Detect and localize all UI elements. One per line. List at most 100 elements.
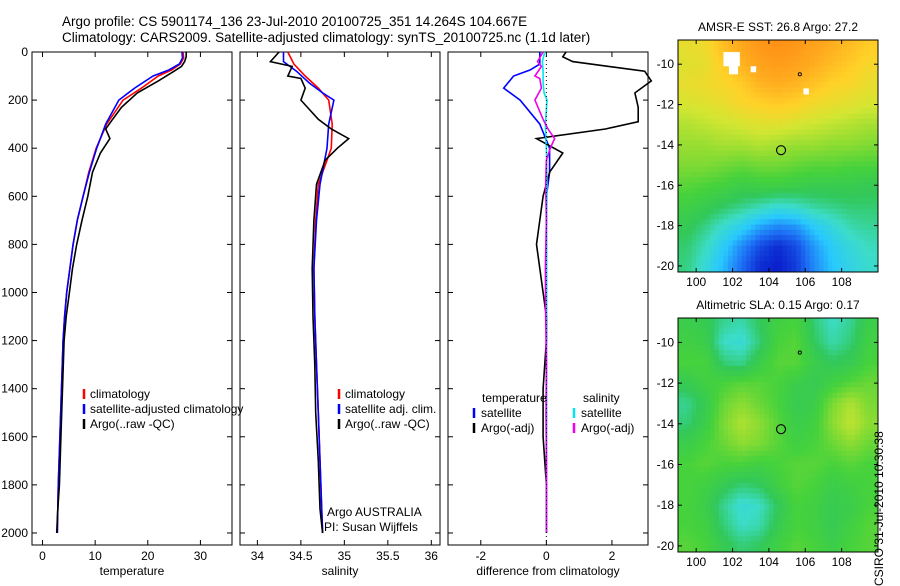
- sla-heatmap-cell: [841, 445, 847, 452]
- sst-heatmap-cell: [696, 145, 702, 152]
- sst-heatmap-cell: [732, 235, 738, 241]
- sla-heatmap-cell: [691, 413, 697, 420]
- sla-heatmap-cell: [750, 440, 756, 447]
- sst-heatmap-cell: [723, 103, 729, 109]
- sst-heatmap-cell: [746, 161, 752, 167]
- sst-heatmap-cell: [796, 224, 802, 231]
- sst-heatmap-cell: [814, 140, 820, 146]
- sla-heatmap-cell: [809, 413, 815, 420]
- sla-heatmap-cell: [800, 450, 806, 457]
- sla-heatmap-cell: [823, 498, 829, 505]
- sst-heatmap-cell: [737, 45, 743, 51]
- sst-heatmap-cell: [714, 203, 720, 210]
- sst-heatmap-cell: [778, 203, 783, 210]
- sla-heatmap-cell: [864, 419, 870, 425]
- sla-heatmap-cell: [864, 536, 870, 542]
- sla-heatmap-cell: [728, 472, 733, 478]
- sla-heatmap-cell: [850, 349, 856, 356]
- sla-heatmap-cell: [828, 376, 833, 383]
- sst-heatmap-cell: [718, 76, 724, 83]
- sla-heatmap-cell: [696, 440, 702, 447]
- sla-xtick-label: 102: [723, 555, 743, 569]
- sst-heatmap-cell: [682, 219, 688, 225]
- sla-heatmap-cell: [750, 472, 756, 478]
- sst-heatmap-cell: [682, 45, 688, 51]
- sst-heatmap-cell: [764, 219, 770, 225]
- sla-heatmap-cell: [768, 381, 774, 388]
- sla-heatmap-cell: [805, 392, 811, 399]
- sst-heatmap-cell: [782, 250, 788, 257]
- sst-heatmap-cell: [850, 129, 856, 136]
- sst-heatmap-cell: [682, 208, 688, 215]
- sst-heatmap-cell: [687, 187, 693, 194]
- sla-heatmap-cell: [837, 445, 843, 452]
- sla-heatmap-cell: [687, 419, 693, 425]
- sst-heatmap-cell: [814, 161, 820, 167]
- sla-heatmap-cell: [682, 445, 688, 452]
- sla-heatmap-cell: [768, 339, 774, 345]
- sla-heatmap-cell: [864, 440, 870, 447]
- sst-heatmap-cell: [705, 82, 711, 88]
- sla-heatmap-cell: [864, 435, 870, 441]
- sla-heatmap-cell: [782, 392, 788, 399]
- sst-heatmap-cell: [700, 187, 706, 194]
- sla-heatmap-cell: [818, 413, 824, 420]
- sla-heatmap-cell: [741, 440, 747, 447]
- sla-heatmap-cell: [741, 498, 747, 505]
- sst-heatmap-cell: [787, 256, 793, 262]
- sla-heatmap-cell: [818, 381, 824, 388]
- sla-heatmap-cell: [832, 504, 838, 510]
- sla-heatmap-cell: [728, 403, 733, 409]
- sla-heatmap-cell: [859, 498, 865, 505]
- sst-heatmap-cell: [823, 113, 829, 120]
- sst-heatmap-cell: [823, 187, 829, 194]
- sla-heatmap-cell: [768, 504, 774, 510]
- sst-heatmap-cell: [864, 156, 870, 162]
- sla-heatmap-cell: [709, 445, 715, 452]
- sla-heatmap-cell: [737, 318, 743, 324]
- sla-heatmap-cell: [678, 360, 683, 367]
- sst-heatmap-cell: [700, 261, 706, 268]
- sst-heatmap-cell: [732, 187, 738, 194]
- sst-heatmap-cell: [741, 113, 747, 120]
- sla-heatmap-cell: [723, 509, 729, 516]
- sst-heatmap-cell: [846, 119, 852, 125]
- sst-heatmap-cell: [773, 103, 779, 109]
- sst-heatmap-cell: [823, 124, 829, 131]
- sla-heatmap-cell: [773, 429, 779, 436]
- sla-heatmap-cell: [755, 509, 761, 516]
- sla-heatmap-cell: [832, 403, 838, 409]
- sst-heatmap-cell: [823, 71, 829, 78]
- sst-heatmap-cell: [855, 76, 861, 83]
- sla-heatmap-cell: [723, 498, 729, 505]
- sst-heatmap-cell: [809, 256, 815, 262]
- sla-heatmap-cell: [796, 328, 802, 335]
- sla-heatmap-cell: [809, 435, 815, 441]
- sla-heatmap-cell: [846, 360, 852, 367]
- sla-heatmap-cell: [705, 514, 711, 521]
- sla-heatmap-cell: [818, 429, 824, 436]
- sla-heatmap-cell: [859, 435, 865, 441]
- sst-heatmap-cell: [814, 171, 820, 178]
- sst-heatmap-cell: [814, 177, 820, 183]
- sla-heatmap-cell: [846, 520, 852, 526]
- sla-heatmap-cell: [700, 445, 706, 452]
- sst-heatmap-cell: [859, 166, 865, 173]
- sst-heatmap-cell: [864, 124, 870, 131]
- sla-heatmap-cell: [732, 493, 738, 500]
- sla-heatmap-cell: [678, 530, 683, 537]
- sst-heatmap-cell: [796, 103, 802, 109]
- sla-heatmap-cell: [696, 349, 702, 356]
- sla-heatmap-cell: [828, 509, 833, 516]
- sst-heatmap-cell: [773, 108, 779, 115]
- sla-heatmap-cell: [850, 482, 856, 489]
- sst-heatmap-cell: [782, 245, 788, 252]
- sst-heatmap-cell: [778, 261, 783, 268]
- sla-heatmap-cell: [709, 344, 715, 351]
- sla-heatmap-cell: [728, 424, 733, 431]
- sla-heatmap-cell: [846, 371, 852, 377]
- sst-heatmap-cell: [696, 119, 702, 125]
- sst-heatmap-cell: [850, 145, 856, 152]
- sst-heatmap-cell: [828, 171, 833, 178]
- sla-heatmap-cell: [678, 509, 683, 516]
